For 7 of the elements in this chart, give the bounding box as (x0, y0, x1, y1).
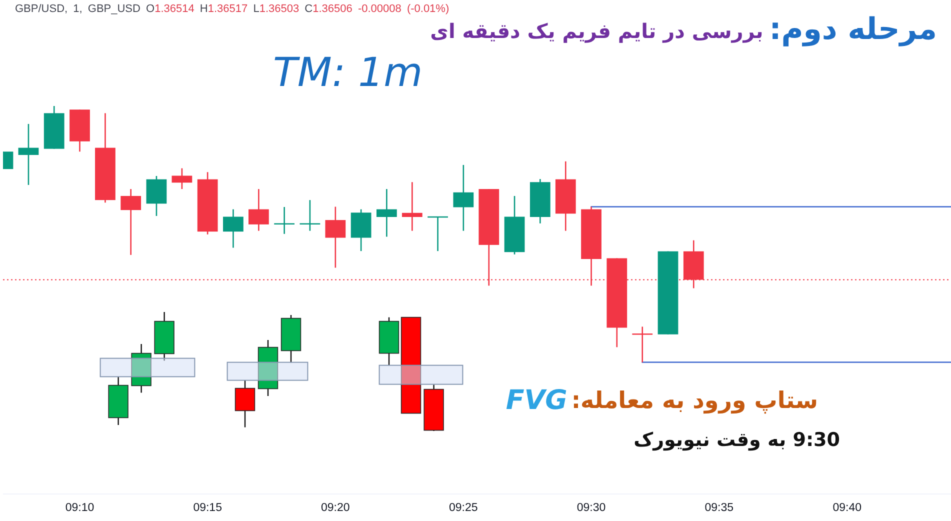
annotation: FVG (506, 385, 568, 416)
annotation: ستاپ ورود به معامله: (571, 388, 818, 414)
annotation: TM: 1m (273, 50, 423, 96)
title: مرحله دوم: (769, 12, 937, 47)
annotation: GBP/USD, 1, GBP_USD O1.36514 H1.36517 L1.36503 C1.36506 -0.00008 (-0.01%) (15, 3, 450, 15)
annotation: 9:30 به وقت نیویورک (634, 429, 840, 451)
subtitle: بررسی در تایم فریم یک دقیقه ای (430, 19, 764, 43)
